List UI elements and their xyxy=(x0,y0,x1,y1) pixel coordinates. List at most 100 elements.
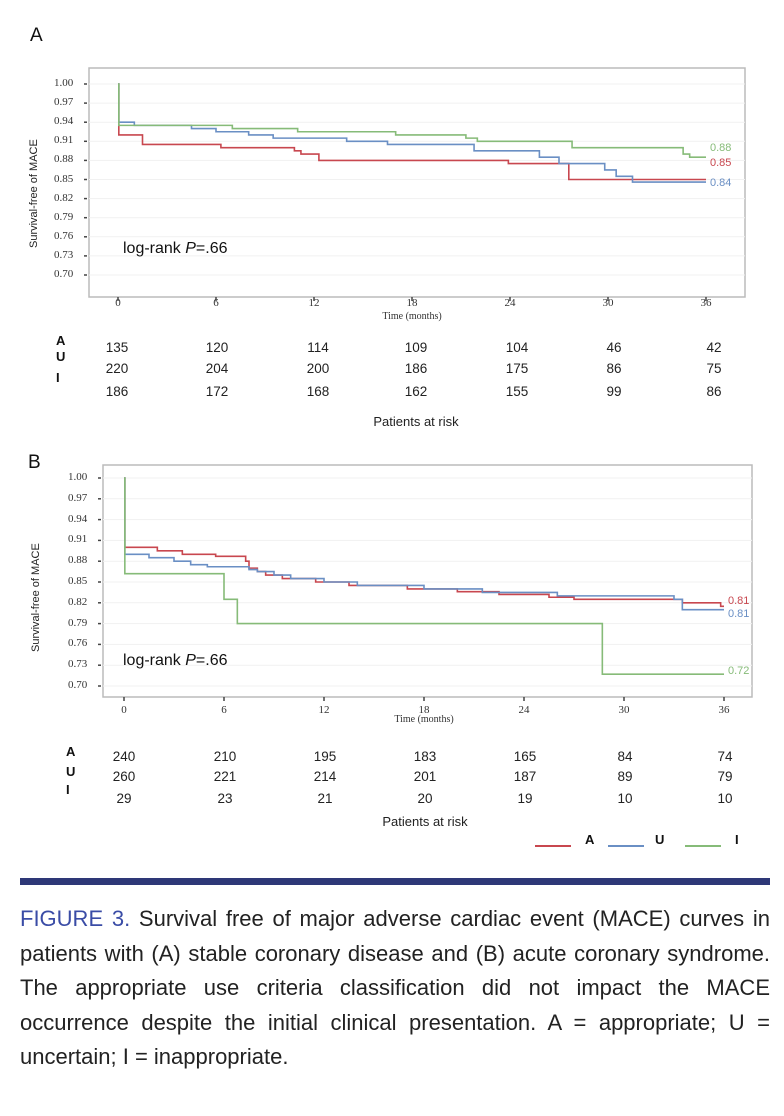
panel-b-risk-value: 19 xyxy=(517,791,533,806)
panel-b-risk-value: 214 xyxy=(313,769,337,784)
panel-a-risk-value: 204 xyxy=(205,361,229,376)
panel-b-plot-frame xyxy=(102,464,753,698)
panel-a-risk-group-u: U xyxy=(56,349,66,364)
panel-b-risk-value: 187 xyxy=(513,769,537,784)
panel-a-y-tick-label: 0.91 xyxy=(54,134,74,147)
panel-b-risk-value: 20 xyxy=(417,791,433,806)
panel-b-y-tick-label: 0.76 xyxy=(68,637,88,650)
panel-b-y-tick-label: 0.73 xyxy=(68,658,88,671)
panel-b-risk-value: 195 xyxy=(313,749,337,764)
panel-a-label: A xyxy=(30,25,43,46)
panel-b-risk-table-title: Patients at risk xyxy=(382,814,468,829)
panel-a-risk-value: 86 xyxy=(706,384,722,399)
panel-b-x-tick-label: 30 xyxy=(618,704,630,716)
panel-b-curve-i xyxy=(124,477,724,676)
panel-a-y-tick-label: 1.00 xyxy=(54,77,74,89)
figure-caption: FIGURE 3. Survival free of major adverse… xyxy=(20,902,770,1075)
panel-a-y-tick-label: 0.76 xyxy=(54,229,74,242)
panel-b-y-tick-label: 0.94 xyxy=(68,512,88,525)
panel-b-end-label-a: 0.81 xyxy=(728,595,750,607)
panel-a-y-tick-label: 0.85 xyxy=(54,172,74,185)
panel-a-risk-table-title: Patients at risk xyxy=(373,414,459,429)
panel-b-risk-value: 89 xyxy=(617,769,633,784)
panel-b-risk-value: 221 xyxy=(213,769,237,784)
panel-b-risk-value: 210 xyxy=(213,749,237,764)
panel-a-x-tick-label: 0 xyxy=(115,297,121,309)
panel-a-x-axis-title: Time (months) xyxy=(382,311,442,322)
panel-b-risk-value: 183 xyxy=(413,749,437,764)
panel-a-risk-value: 186 xyxy=(105,384,129,399)
figure-label: FIGURE 3. xyxy=(20,906,131,931)
panel-a-y-tick-label: 0.97 xyxy=(54,96,74,109)
panel-b-risk-value: 10 xyxy=(717,791,733,806)
panel-b-y-tick-label: 0.70 xyxy=(68,679,88,691)
panel-a-risk-value: 42 xyxy=(706,340,722,355)
panel-a-risk-value: 135 xyxy=(105,340,129,355)
panel-a-risk-value: 114 xyxy=(307,340,329,355)
panel-a-end-label-a: 0.85 xyxy=(710,157,732,169)
panel-b-x-tick-label: 6 xyxy=(221,704,227,716)
charts-canvas xyxy=(84,67,753,847)
panel-b-risk-value: 84 xyxy=(617,749,633,764)
panel-a-x-tick-label: 18 xyxy=(406,297,418,309)
panel-a-curve-a xyxy=(118,83,706,181)
panel-a-end-label-u: 0.84 xyxy=(710,177,732,189)
panel-a-risk-value: 175 xyxy=(505,361,529,376)
panel-b-y-axis-title: Survival-free of MACE xyxy=(30,543,42,652)
panel-a-risk-value: 99 xyxy=(606,384,622,399)
panel-b-risk-group-u: U xyxy=(66,764,76,779)
panel-b-y-tick-label: 0.91 xyxy=(68,533,88,546)
panel-a-x-tick-label: 6 xyxy=(213,297,219,309)
panel-b-x-axis-title: Time (months) xyxy=(394,714,454,725)
panel-a-risk-value: 109 xyxy=(404,340,428,355)
panel-a-y-tick-label: 0.82 xyxy=(54,191,74,204)
panel-b-risk-value: 23 xyxy=(217,791,233,806)
caption-divider xyxy=(20,878,770,885)
panel-b-y-tick-label: 1.00 xyxy=(68,471,88,483)
panel-a-risk-value: 46 xyxy=(606,340,622,355)
panel-a-y-tick-label: 0.94 xyxy=(54,115,74,128)
panel-a-y-tick-label: 0.70 xyxy=(54,268,74,280)
panel-b-end-label-i: 0.72 xyxy=(728,665,750,677)
panel-a-y-axis-title: Survival-free of MACE xyxy=(28,139,40,248)
panel-a-risk-value: 186 xyxy=(404,361,428,376)
panel-a-risk-value: 86 xyxy=(606,361,622,376)
panel-a-risk-value: 168 xyxy=(306,384,330,399)
panel-a-logrank-annotation: log-rank P=.66 xyxy=(123,240,228,257)
panel-a-risk-value: 162 xyxy=(404,384,428,399)
panel-b-risk-value: 10 xyxy=(617,791,633,806)
panel-b-x-tick-label: 18 xyxy=(418,704,430,716)
panel-b-label: B xyxy=(28,452,41,473)
caption-text: Survival free of major adverse cardiac e… xyxy=(20,906,771,1069)
panel-b-y-tick-label: 0.97 xyxy=(68,491,88,504)
panel-a-x-tick-label: 24 xyxy=(504,297,516,309)
panel-b-risk-value: 201 xyxy=(413,769,437,784)
panel-a-risk-group-i: I xyxy=(56,370,60,385)
panel-b-x-tick-label: 36 xyxy=(718,704,730,716)
panel-b-risk-value: 74 xyxy=(717,749,733,764)
panel-a-risk-value: 104 xyxy=(505,340,529,355)
panel-a-risk-group-a: A xyxy=(56,333,66,348)
panel-b-y-tick-label: 0.85 xyxy=(68,575,88,587)
panel-b-curve-u xyxy=(124,477,724,611)
panel-b-x-tick-label: 24 xyxy=(518,704,530,716)
panel-b-risk-value: 29 xyxy=(116,791,132,806)
panel-a-risk-value: 172 xyxy=(205,384,229,399)
panel-b-y-tick-label: 0.88 xyxy=(68,554,88,567)
legend-label-i: I xyxy=(735,832,739,847)
panel-a-y-tick-label: 0.88 xyxy=(54,153,74,166)
panel-b-risk-value: 260 xyxy=(112,769,136,784)
panel-a-curve-i xyxy=(118,83,706,159)
panel-b-y-tick-label: 0.79 xyxy=(68,616,88,629)
panel-a-end-label-i: 0.88 xyxy=(710,142,732,154)
panel-b-risk-group-a: A xyxy=(66,744,76,759)
panel-a-risk-value: 75 xyxy=(706,361,722,376)
panel-a-y-tick-label: 0.73 xyxy=(54,248,74,261)
panel-b-x-tick-label: 0 xyxy=(121,704,127,716)
panel-a-x-tick-label: 12 xyxy=(308,297,320,309)
panel-a-x-tick-label: 36 xyxy=(700,297,712,309)
panel-b-risk-value: 165 xyxy=(513,749,537,764)
panel-b-y-tick-label: 0.82 xyxy=(68,595,88,608)
panel-a-risk-value: 120 xyxy=(205,340,229,355)
panel-a-risk-value: 220 xyxy=(105,361,129,376)
